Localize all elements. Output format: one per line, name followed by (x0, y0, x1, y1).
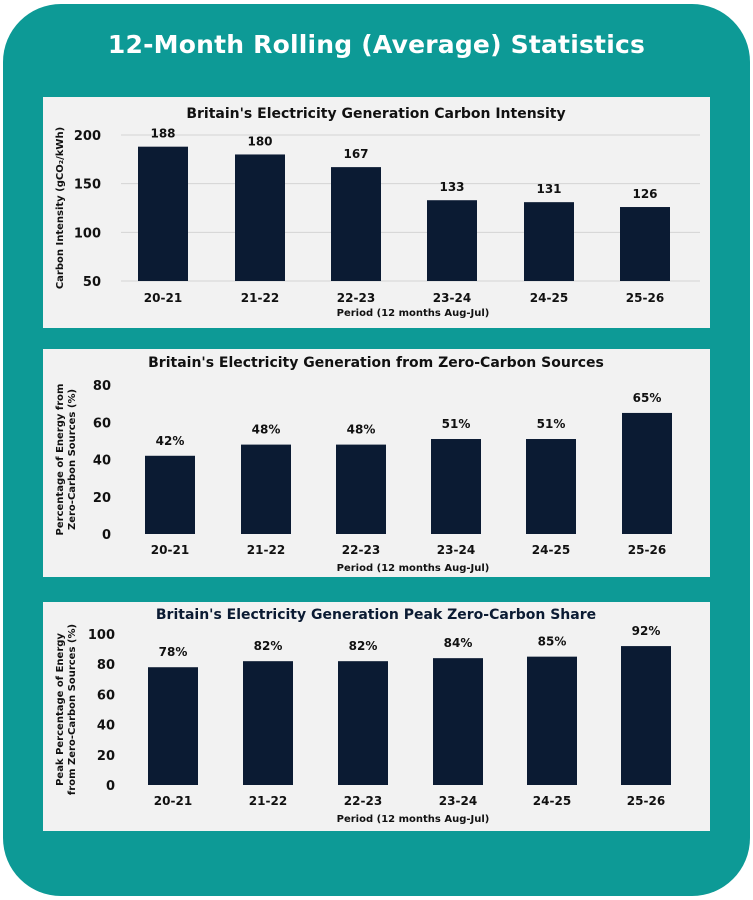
bar (336, 444, 386, 534)
data-label: 78% (159, 645, 188, 659)
bar (235, 154, 285, 281)
x-axis-label: Period (12 months Aug-Jul) (337, 814, 490, 825)
y-tick-label: 200 (74, 129, 101, 144)
bar (526, 439, 576, 534)
y-tick-label: 150 (74, 178, 101, 193)
x-tick-label: 24-25 (530, 291, 568, 305)
y-axis-label: Zero-Carbon Sources (%) (67, 389, 78, 530)
data-label: 65% (633, 391, 662, 405)
y-tick-label: 60 (93, 416, 111, 431)
peak-zero-carbon-chart: Britain's Electricity Generation Peak Ze… (55, 607, 671, 825)
bar (138, 146, 188, 281)
y-tick-label: 0 (106, 779, 115, 794)
data-label: 82% (349, 639, 378, 653)
y-tick-label: 20 (97, 749, 115, 764)
bar (241, 444, 291, 534)
data-label: 133 (439, 180, 464, 194)
y-tick-label: 80 (97, 658, 115, 673)
y-tick-label: 0 (102, 528, 111, 543)
y-tick-label: 40 (97, 719, 115, 734)
y-axis-label: Peak Percentage of Energy (55, 633, 66, 786)
data-label: 51% (442, 417, 471, 431)
bar (427, 200, 477, 281)
bar (433, 658, 483, 785)
x-tick-label: 20-21 (151, 543, 189, 557)
bar (527, 656, 577, 785)
y-tick-label: 20 (93, 491, 111, 506)
carbon-intensity-chart: Britain's Electricity Generation Carbon … (55, 106, 700, 319)
data-label: 42% (156, 434, 185, 448)
chart-panel-zero-carbon-sources: Britain's Electricity Generation from Ze… (43, 349, 710, 577)
chart-panel-carbon-intensity: Britain's Electricity Generation Carbon … (43, 97, 710, 328)
x-tick-label: 22-23 (344, 794, 382, 808)
x-tick-label: 21-22 (241, 291, 279, 305)
x-tick-label: 20-21 (144, 291, 182, 305)
x-tick-label: 21-22 (249, 794, 287, 808)
data-label: 167 (343, 147, 368, 161)
x-axis-label: Period (12 months Aug-Jul) (337, 563, 490, 574)
x-tick-label: 23-24 (433, 291, 471, 305)
bar (331, 167, 381, 281)
y-tick-label: 40 (93, 454, 111, 469)
x-tick-label: 24-25 (532, 543, 570, 557)
y-axis-label: Carbon Intensity (gCO₂/kWh) (55, 127, 66, 289)
x-axis-label: Period (12 months Aug-Jul) (337, 308, 490, 319)
x-tick-label: 25-26 (627, 794, 665, 808)
data-label: 180 (247, 134, 272, 148)
data-label: 48% (252, 423, 281, 437)
x-tick-label: 23-24 (437, 543, 475, 557)
x-tick-label: 21-22 (247, 543, 285, 557)
y-tick-label: 50 (83, 275, 101, 290)
data-label: 126 (632, 187, 657, 201)
x-tick-label: 20-21 (154, 794, 192, 808)
zero-carbon-sources-chart: Britain's Electricity Generation from Ze… (55, 355, 672, 574)
data-label: 188 (150, 127, 175, 141)
chart-title: Britain's Electricity Generation from Ze… (148, 355, 604, 371)
x-tick-label: 22-23 (342, 543, 380, 557)
y-tick-label: 60 (97, 688, 115, 703)
bar (338, 661, 388, 785)
data-label: 51% (537, 417, 566, 431)
chart-title: Britain's Electricity Generation Carbon … (186, 106, 565, 122)
chart-panel-peak-zero-carbon: Britain's Electricity Generation Peak Ze… (43, 602, 710, 831)
x-tick-label: 23-24 (439, 794, 477, 808)
y-axis-label: from Zero-Carbon Sources (%) (67, 624, 78, 795)
x-tick-label: 24-25 (533, 794, 571, 808)
bar (145, 455, 195, 534)
x-tick-label: 25-26 (626, 291, 664, 305)
bar (431, 439, 481, 534)
page-title: 12-Month Rolling (Average) Statistics (107, 30, 646, 59)
y-tick-label: 80 (93, 379, 111, 394)
bar (148, 667, 198, 785)
y-tick-label: 100 (74, 226, 101, 241)
data-label: 131 (536, 182, 561, 196)
data-label: 82% (254, 639, 283, 653)
data-label: 48% (347, 423, 376, 437)
y-tick-label: 100 (88, 628, 115, 643)
x-tick-label: 25-26 (628, 543, 666, 557)
y-axis-label: Percentage of Energy from (55, 384, 66, 536)
bar (243, 661, 293, 785)
data-label: 85% (538, 635, 567, 649)
data-label: 84% (444, 636, 473, 650)
x-tick-label: 22-23 (337, 291, 375, 305)
data-label: 92% (632, 624, 661, 638)
bar (620, 207, 670, 281)
chart-title: Britain's Electricity Generation Peak Ze… (156, 607, 596, 623)
bar (524, 202, 574, 281)
bar (621, 646, 671, 785)
bar (622, 412, 672, 534)
